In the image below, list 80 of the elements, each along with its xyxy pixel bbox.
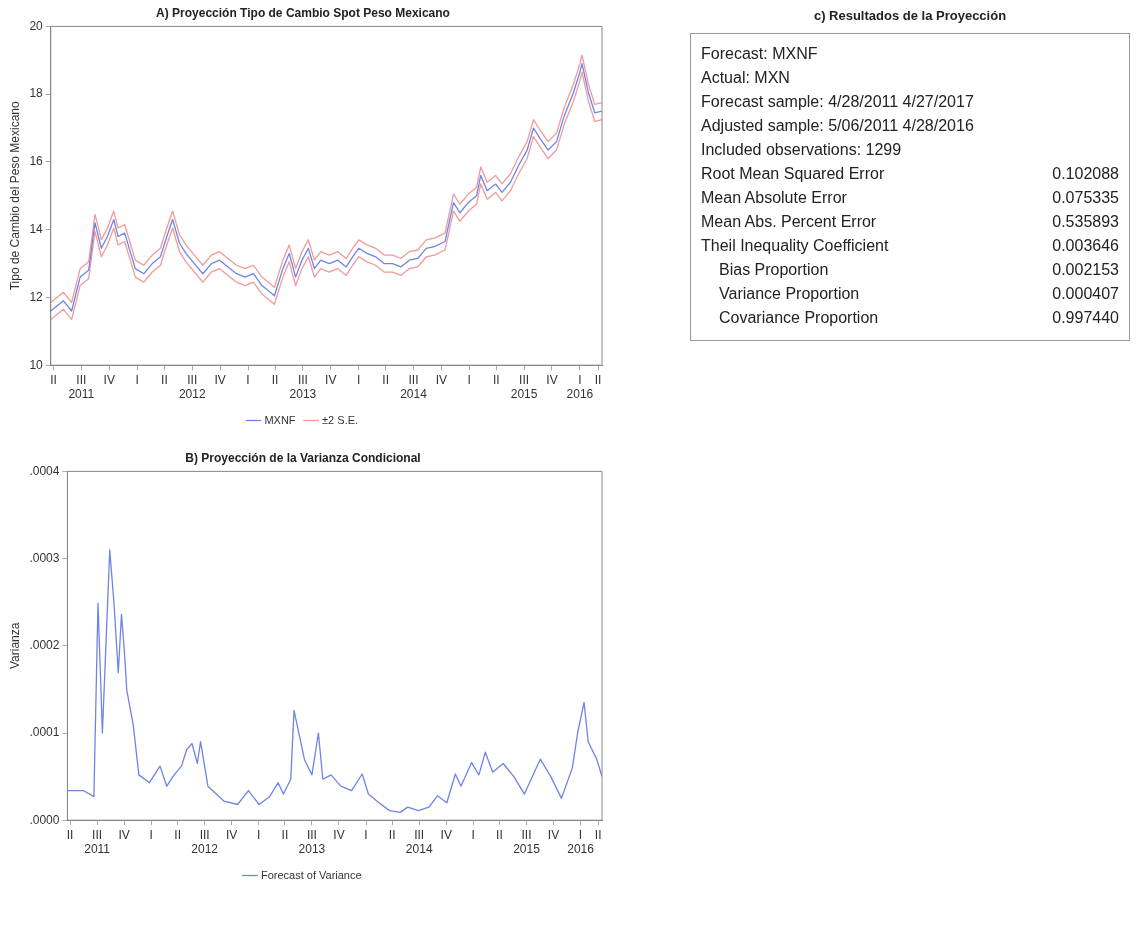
- x-tick-label: III 2012: [178, 372, 206, 402]
- x-tick-label: II: [174, 827, 181, 842]
- y-tick-label: 20: [29, 18, 44, 33]
- text: Variance Proportion: [718, 284, 861, 304]
- x-tick-label: I 2016: [567, 827, 595, 857]
- text: Theil Inequality Coefficient: [701, 236, 890, 256]
- x-tick-label: IV: [546, 372, 558, 387]
- legend-label: MXNF: [264, 413, 296, 426]
- y-tick-label: .0002: [29, 638, 60, 653]
- x-tick-label: II: [382, 372, 389, 387]
- legend-label: ±2 S.E.: [322, 413, 359, 426]
- text: 0.002153: [1051, 260, 1119, 280]
- x-tick-label: IV: [214, 372, 226, 387]
- x-tick-label: III 2014: [405, 827, 433, 857]
- text: Forecast: MXNF: [701, 44, 819, 64]
- legend-label: Forecast of Variance: [260, 868, 362, 881]
- text: c) Resultados de la Proyección: [812, 8, 1008, 23]
- chart-title: A) Proyección Tipo de Cambio Spot Peso Mexicano: [156, 5, 450, 20]
- x-tick-label: I 2016: [566, 372, 594, 402]
- y-tick-label: 14: [29, 221, 44, 236]
- text: Included observations: 1299: [701, 140, 903, 160]
- x-tick-label: I: [149, 827, 153, 842]
- y-tick-label: 18: [29, 86, 44, 101]
- text: Covariance Proportion: [718, 308, 880, 328]
- x-tick-label: IV: [118, 827, 130, 842]
- x-tick-label: III 2013: [289, 372, 317, 402]
- x-tick-label: I: [356, 372, 361, 387]
- x-tick-label: IV: [325, 372, 337, 387]
- text: Bias Proportion: [718, 260, 830, 280]
- x-tick-label: II: [388, 827, 396, 842]
- y-tick-label: .0004: [29, 463, 60, 478]
- x-tick-label: III 2012: [191, 827, 219, 857]
- text: 0.102088: [1051, 164, 1119, 184]
- x-tick-label: II: [594, 827, 602, 842]
- text: Root Mean Squared Error: [701, 164, 886, 184]
- y-tick-label: 16: [29, 154, 44, 169]
- x-tick-label: II: [492, 372, 500, 387]
- text: Mean Absolute Error: [701, 188, 848, 208]
- x-tick-label: III 2011: [84, 827, 111, 857]
- y-tick-label: .0001: [29, 725, 60, 740]
- x-tick-label: II: [161, 372, 168, 387]
- text: Mean Abs. Percent Error: [701, 212, 878, 232]
- x-tick-label: III 2015: [513, 827, 541, 857]
- x-tick-label: I: [471, 827, 475, 842]
- x-tick-label: I: [135, 372, 139, 387]
- x-tick-label: IV: [547, 827, 560, 842]
- y-axis-title: Tipo de Cambio del Peso Mexicano: [7, 100, 22, 291]
- x-tick-label: II: [66, 827, 74, 842]
- x-tick-label: I: [467, 372, 471, 387]
- text: Actual: MXN: [701, 68, 791, 88]
- x-tick-label: II: [496, 827, 503, 842]
- x-tick-label: III 2011: [68, 372, 95, 402]
- x-tick-label: I: [257, 827, 261, 842]
- x-tick-label: II: [271, 372, 279, 387]
- chart-title: B) Proyección de la Varianza Condicional: [185, 450, 421, 465]
- x-tick-label: IV: [435, 372, 448, 387]
- x-tick-label: IV: [103, 372, 115, 387]
- y-axis-title: Varianza: [7, 622, 22, 670]
- y-tick-label: .0000: [29, 812, 60, 827]
- y-tick-label: 10: [29, 357, 44, 372]
- text: 0.535893: [1051, 212, 1119, 232]
- x-tick-label: III 2015: [510, 372, 538, 402]
- y-tick-label: 12: [29, 289, 44, 304]
- y-tick-label: .0003: [29, 550, 60, 565]
- x-tick-label: I: [246, 372, 250, 387]
- x-tick-label: III 2014: [400, 372, 428, 402]
- text: Adjusted sample: 5/06/2011 4/28/2016: [701, 116, 975, 136]
- x-tick-label: II: [594, 372, 602, 387]
- x-tick-label: IV: [333, 827, 345, 842]
- x-tick-label: IV: [226, 827, 238, 842]
- text: 0.997440: [1051, 308, 1119, 328]
- text: 0.000407: [1051, 284, 1119, 304]
- text: 0.003646: [1051, 236, 1119, 256]
- x-tick-label: III 2013: [298, 827, 326, 857]
- x-tick-label: I: [364, 827, 368, 842]
- text: Forecast sample: 4/28/2011 4/27/2017: [701, 92, 975, 112]
- x-tick-label: II: [281, 827, 289, 842]
- text: 0.075335: [1051, 188, 1119, 208]
- x-tick-label: IV: [440, 827, 452, 842]
- x-tick-label: II: [50, 372, 57, 387]
